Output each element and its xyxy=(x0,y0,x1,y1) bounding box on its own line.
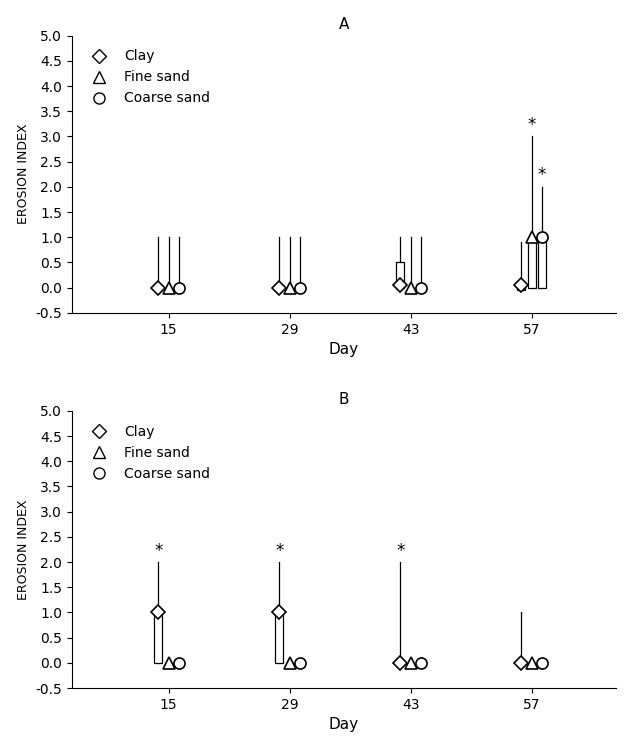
Text: *: * xyxy=(527,116,536,134)
Text: *: * xyxy=(396,542,404,560)
Text: *: * xyxy=(154,542,162,560)
Bar xyxy=(517,285,525,290)
Y-axis label: EROSION INDEX: EROSION INDEX xyxy=(16,124,30,225)
X-axis label: Day: Day xyxy=(329,342,359,357)
Title: B: B xyxy=(339,392,349,407)
Bar xyxy=(538,237,546,288)
Title: A: A xyxy=(339,16,349,31)
Text: *: * xyxy=(275,542,284,560)
Bar xyxy=(396,262,404,288)
Bar xyxy=(275,613,283,663)
Legend: Clay, Fine sand, Coarse sand: Clay, Fine sand, Coarse sand xyxy=(78,43,217,112)
Bar xyxy=(528,237,536,288)
Text: *: * xyxy=(538,166,546,184)
Legend: Clay, Fine sand, Coarse sand: Clay, Fine sand, Coarse sand xyxy=(78,418,217,488)
Bar xyxy=(154,613,162,663)
Y-axis label: EROSION INDEX: EROSION INDEX xyxy=(16,499,30,600)
X-axis label: Day: Day xyxy=(329,718,359,733)
